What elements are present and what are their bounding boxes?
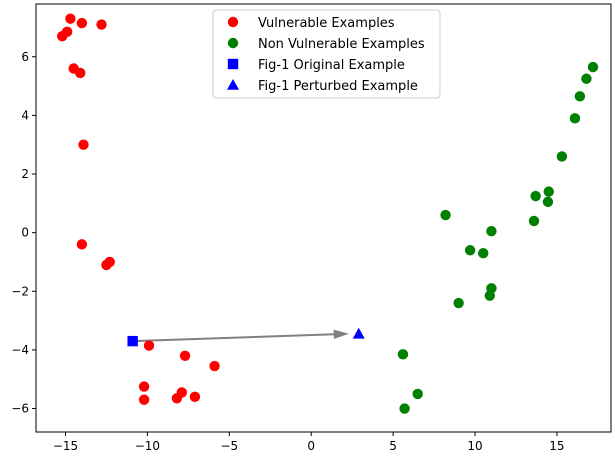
- vulnerable-point: [76, 239, 88, 250]
- plot-frame: [35, 3, 612, 433]
- legend-marker-vulnerable: [227, 16, 239, 28]
- vulnerable-point: [78, 139, 89, 150]
- non-vulnerable-point: [478, 247, 489, 259]
- y-tick-label: 0: [21, 226, 29, 240]
- vulnerable-point: [76, 17, 88, 29]
- legend-marker-non-vulnerable: [227, 37, 239, 49]
- vulnerable-point: [61, 26, 73, 38]
- vulnerable-point: [209, 360, 220, 372]
- x-tick-label: 5: [389, 439, 397, 453]
- y-tick-label: −6: [11, 402, 29, 416]
- x-tick-label: 10: [467, 439, 482, 453]
- vulnerable-point: [75, 67, 86, 79]
- non-vulnerable-point: [569, 113, 581, 124]
- non-vulnerable-point: [440, 209, 451, 221]
- legend-label: Non Vulnerable Examples: [258, 37, 425, 52]
- vulnerable-point: [143, 340, 155, 351]
- original-example-point: [127, 335, 138, 347]
- non-vulnerable-point: [464, 245, 476, 256]
- legend-box: [212, 9, 441, 99]
- non-vulnerable-point: [412, 388, 423, 400]
- legend-label: Vulnerable Examples: [258, 16, 395, 31]
- non-vulnerable-point: [581, 73, 592, 84]
- vulnerable-point: [138, 394, 150, 405]
- non-vulnerable-point: [399, 403, 410, 414]
- non-vulnerable-point: [484, 290, 495, 301]
- non-vulnerable-point: [556, 151, 568, 162]
- legend-marker-perturbed: [227, 79, 239, 90]
- vulnerable-point: [104, 256, 115, 268]
- ticks-layer: −15 −10 −5 0 5 10 15 −6 −4 −2 0 2 4 6: [11, 50, 564, 453]
- legend-label: Fig-1 Original Example: [258, 58, 405, 73]
- vulnerable-point: [176, 387, 187, 398]
- non-vulnerable-point: [542, 196, 554, 208]
- x-tick-label: −5: [220, 439, 238, 453]
- y-tick-label: 2: [21, 167, 29, 181]
- perturbation-arrow-head: [333, 329, 349, 339]
- points-layer: [57, 13, 599, 414]
- legend: Vulnerable Examples Non Vulnerable Exampl…: [212, 9, 441, 99]
- non-vulnerable-point: [587, 61, 599, 73]
- non-vulnerable-point: [543, 186, 554, 197]
- non-vulnerable-point: [397, 349, 409, 360]
- vulnerable-point: [179, 350, 191, 361]
- x-tick-label: −10: [135, 439, 160, 453]
- vulnerable-point: [138, 381, 150, 392]
- legend-label: Fig-1 Perturbed Example: [258, 79, 418, 94]
- y-tick-label: −4: [11, 343, 29, 357]
- x-tick-label: 15: [549, 439, 564, 453]
- x-tick-label: −15: [53, 439, 78, 453]
- arrow-layer: [132, 329, 349, 343]
- non-vulnerable-point: [574, 91, 586, 102]
- y-tick-label: −2: [11, 284, 29, 298]
- vulnerable-point: [65, 13, 76, 24]
- vulnerable-point: [189, 391, 201, 403]
- legend-marker-original: [227, 58, 239, 70]
- non-vulnerable-point: [486, 225, 497, 237]
- non-vulnerable-point: [530, 190, 541, 202]
- non-vulnerable-point: [453, 297, 464, 309]
- perturbed-example-point: [352, 327, 365, 339]
- perturbation-arrow-shaft: [132, 333, 335, 343]
- non-vulnerable-point: [528, 215, 540, 227]
- y-tick-label: 6: [21, 50, 29, 64]
- vulnerable-point: [96, 19, 107, 30]
- x-tick-label: 0: [307, 439, 315, 453]
- y-tick-label: 4: [21, 108, 29, 122]
